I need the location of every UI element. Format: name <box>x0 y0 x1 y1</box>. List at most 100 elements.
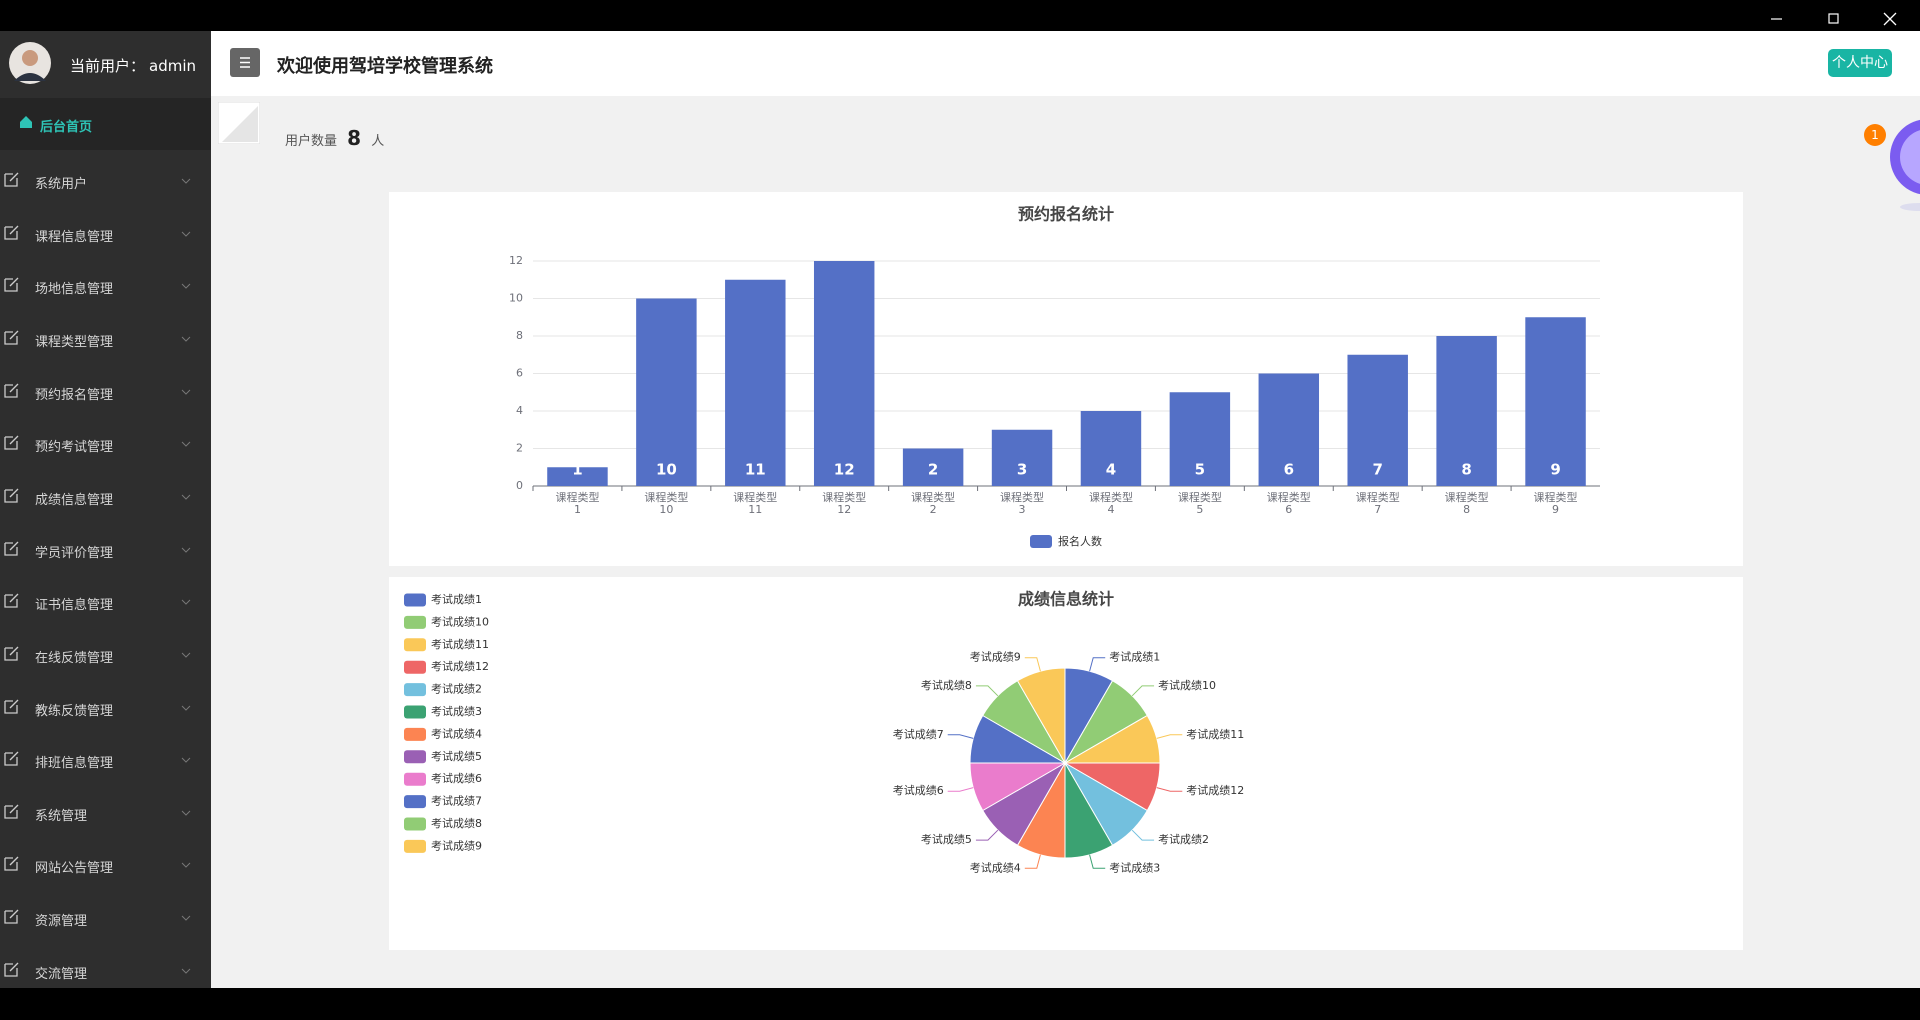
edit-icon <box>4 278 18 292</box>
bar <box>1525 317 1586 486</box>
menu-item[interactable]: 在线反馈管理 <box>0 629 211 681</box>
bar <box>1347 354 1408 486</box>
edit-icon <box>4 541 18 556</box>
x-tick-label: 课程类型7 <box>1355 491 1400 516</box>
slice-label: 考试成绩3 <box>1109 861 1160 874</box>
bar <box>636 298 697 486</box>
label-line <box>947 734 974 739</box>
menu-item[interactable]: 学员评价管理 <box>0 524 211 576</box>
edit-pen <box>9 330 19 340</box>
menu-label: 预约报名管理 <box>35 387 114 403</box>
menu-item[interactable]: 排班信息管理 <box>0 734 211 786</box>
edit-pen <box>9 909 19 919</box>
bar <box>1436 336 1497 486</box>
menu-item[interactable]: 场地信息管理 <box>0 260 211 312</box>
legend-label: 考试成绩2 <box>431 683 482 696</box>
avatar[interactable] <box>8 41 52 85</box>
bar <box>902 448 964 486</box>
menu-item[interactable]: 网站公告管理 <box>0 839 211 891</box>
menu-icon <box>4 699 19 714</box>
legend-swatch <box>1030 535 1052 548</box>
menu-label: 资源管理 <box>35 914 88 930</box>
menu-arrow <box>181 389 191 395</box>
edit-icon <box>4 331 18 345</box>
user-count: 用户数量 8 人 <box>285 126 384 150</box>
stats-image <box>218 102 260 144</box>
menu-item[interactable]: 课程信息管理 <box>0 208 211 260</box>
menu-arrow <box>181 652 191 658</box>
menu-toggle[interactable] <box>230 48 260 77</box>
pie-slice <box>1016 667 1066 765</box>
menu-item[interactable]: 资源管理 <box>0 892 211 944</box>
menu-item[interactable]: 教练反馈管理 <box>0 682 211 734</box>
label-line <box>975 685 999 697</box>
legend-swatch <box>404 817 426 831</box>
close[interactable] <box>1883 12 1897 26</box>
x-tick-label: 课程类型8 <box>1444 491 1489 516</box>
chevron <box>181 757 191 763</box>
edit-pen <box>9 541 19 551</box>
label-line <box>1089 657 1106 672</box>
legend-label: 考试成绩10 <box>431 615 489 628</box>
chevron <box>181 547 191 553</box>
edit-icon <box>4 910 18 924</box>
slice-label: 考试成绩1 <box>1109 651 1160 664</box>
profile-button[interactable]: 个人中心 <box>1828 49 1892 77</box>
bar <box>725 279 786 486</box>
slice-label: 考试成绩7 <box>893 728 944 741</box>
menu-arrow <box>181 757 191 763</box>
menu-item[interactable]: 课程类型管理 <box>0 313 211 365</box>
edit-pen <box>9 172 19 182</box>
edit-pen <box>9 856 19 866</box>
chevron <box>181 441 191 447</box>
chevron <box>181 283 191 290</box>
label-line <box>1131 685 1155 697</box>
data-label: 8 <box>1461 461 1471 479</box>
edit-pen <box>9 751 19 761</box>
menu-icon <box>4 541 19 556</box>
edit-pen <box>9 593 19 603</box>
x-tick-label: 课程类型11 <box>733 491 778 516</box>
user-label: 当前用户： <box>70 57 146 75</box>
floating-assistant[interactable] <box>1880 112 1920 212</box>
menu-icon <box>4 172 19 187</box>
edit-pen <box>9 383 19 393</box>
legend-swatch <box>404 795 426 809</box>
notification-badge[interactable]: 1 <box>1864 124 1886 146</box>
menu-arrow <box>181 336 191 342</box>
menu-item[interactable]: 预约考试管理 <box>0 418 211 470</box>
bar <box>1258 373 1320 486</box>
slice-label: 考试成绩5 <box>921 833 972 846</box>
menu-item[interactable]: 系统管理 <box>0 787 211 839</box>
menu-item[interactable]: 证书信息管理 <box>0 576 211 628</box>
menu-label: 交流管理 <box>35 966 88 982</box>
chevron <box>181 178 191 184</box>
edit-pen <box>9 962 19 972</box>
restore[interactable] <box>1828 13 1839 24</box>
menu-icon <box>4 435 19 450</box>
menu-item[interactable]: 系统用户 <box>0 155 211 207</box>
menu-label: 网站公告管理 <box>35 861 114 877</box>
page-title: 欢迎使用驾培学校管理系统 <box>277 56 493 77</box>
menu-item[interactable]: 预约报名管理 <box>0 366 211 418</box>
edit-icon <box>4 752 18 766</box>
menu-icon <box>4 225 19 240</box>
bar <box>991 429 1053 486</box>
x-tick-label: 课程类型9 <box>1533 491 1578 516</box>
edit-pen <box>9 488 19 498</box>
slice-label: 考试成绩11 <box>1186 728 1244 741</box>
window-controls <box>1771 12 1897 26</box>
legend-swatch <box>404 705 426 719</box>
sidebar: 当前用户： admin 后台首页 系统用户 课程信息管理 场地信息管理 课程类型管理 预约报… <box>0 31 211 988</box>
menu-item[interactable]: 交流管理 <box>0 945 211 997</box>
menu-icon <box>4 856 19 872</box>
chart-title: 预约报名统计 <box>1018 205 1114 224</box>
menu-item[interactable]: 成绩信息管理 <box>0 471 211 523</box>
menu-arrow <box>181 705 191 711</box>
data-label: 6 <box>1284 461 1294 479</box>
legend-swatch <box>404 660 426 674</box>
edit-icon <box>4 857 18 872</box>
data-label: 10 <box>656 461 677 479</box>
menu-item[interactable]: 后台首页 <box>0 98 211 150</box>
chevron <box>181 863 191 869</box>
